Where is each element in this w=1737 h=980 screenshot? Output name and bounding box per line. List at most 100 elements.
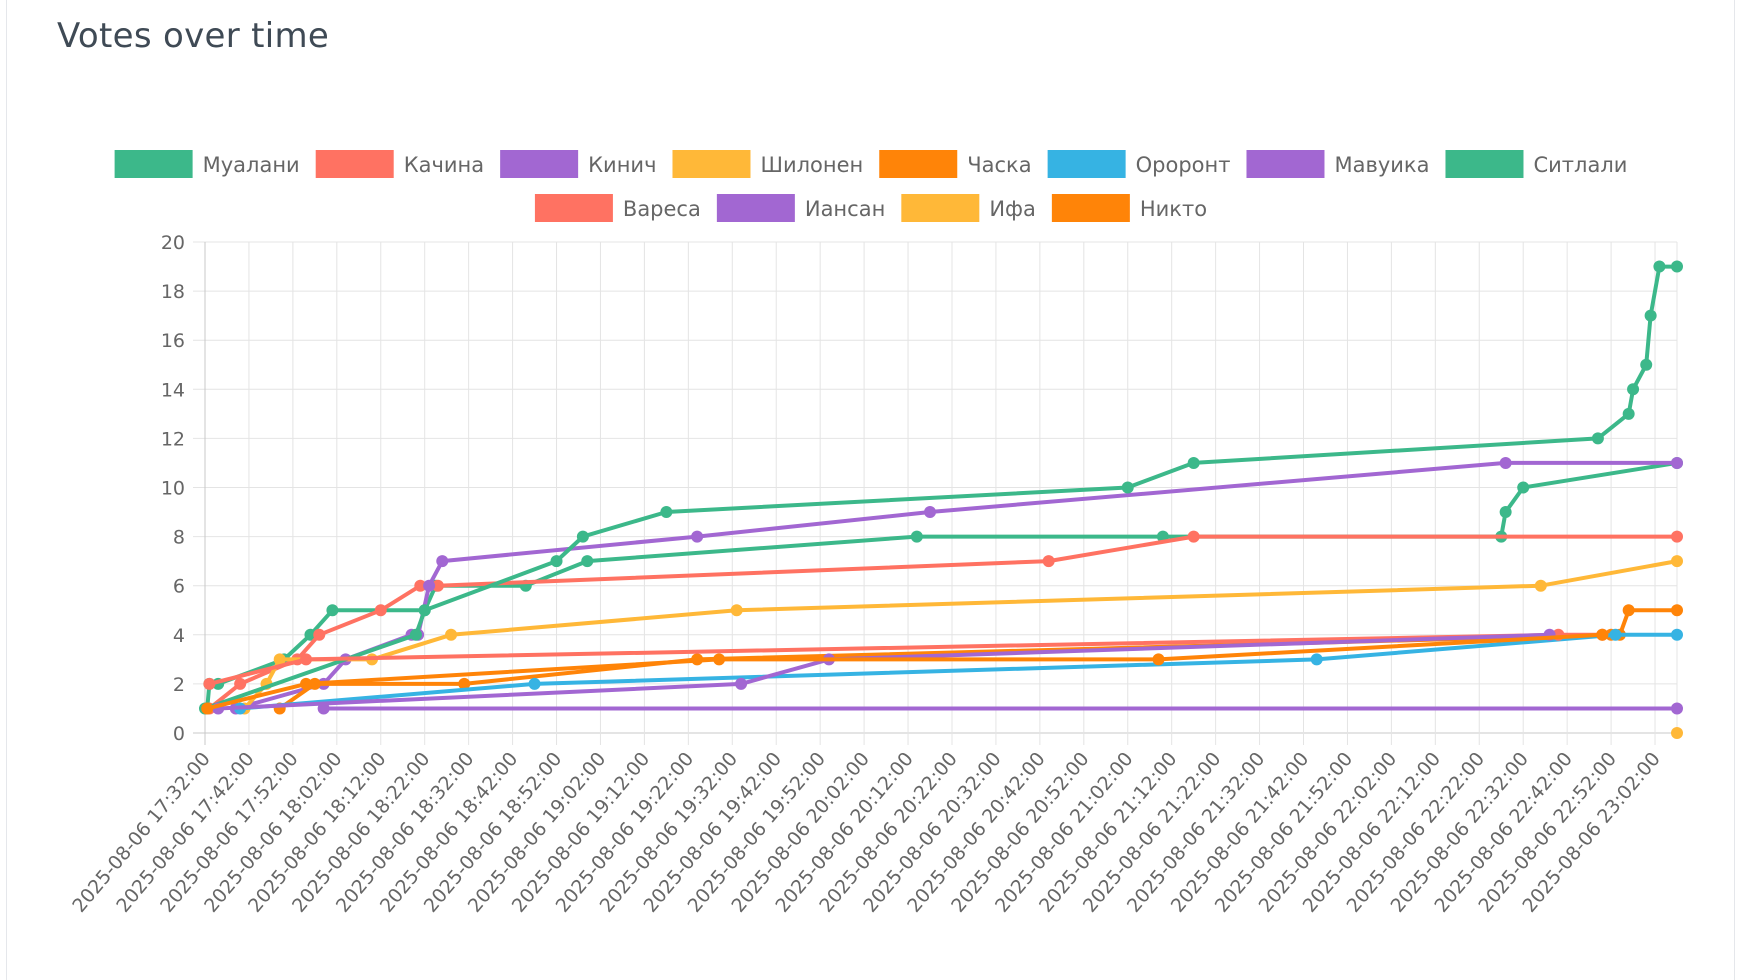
y-tick-label: 14 <box>161 379 185 401</box>
data-point[interactable] <box>423 579 436 592</box>
legend-item-вареса[interactable]: Вареса <box>534 194 701 222</box>
data-point[interactable] <box>1596 628 1609 641</box>
data-point[interactable] <box>528 677 541 690</box>
y-tick-label: 2 <box>173 674 185 696</box>
legend-item-кинич[interactable]: Кинич <box>500 150 656 178</box>
y-tick-label: 20 <box>161 232 185 254</box>
legend-item-ороронт[interactable]: Ороронт <box>1047 150 1231 178</box>
data-point[interactable] <box>1653 260 1666 273</box>
legend-swatch <box>672 150 751 178</box>
data-point[interactable] <box>436 555 449 568</box>
legend-label: Ситлали <box>1533 153 1627 177</box>
legend-item-никто[interactable]: Никто <box>1051 194 1207 222</box>
data-point[interactable] <box>1671 530 1683 543</box>
y-tick-label: 4 <box>173 625 185 647</box>
data-point[interactable] <box>1187 456 1200 469</box>
data-point[interactable] <box>1671 555 1683 568</box>
legend-swatch <box>500 150 579 178</box>
data-point[interactable] <box>1534 579 1547 592</box>
legend-label: Ороронт <box>1136 153 1231 177</box>
data-point[interactable] <box>304 628 317 641</box>
data-point[interactable] <box>660 506 673 519</box>
data-point[interactable] <box>326 604 339 617</box>
legend-swatch <box>1051 194 1130 222</box>
data-point[interactable] <box>201 702 214 715</box>
data-point[interactable] <box>1671 604 1683 617</box>
data-point[interactable] <box>1671 628 1683 641</box>
data-point[interactable] <box>234 677 247 690</box>
legend-label: Мавуика <box>1334 153 1429 177</box>
legend-item-ифа[interactable]: Ифа <box>901 194 1036 222</box>
data-point[interactable] <box>691 530 704 543</box>
data-point[interactable] <box>445 628 458 641</box>
data-point[interactable] <box>550 555 563 568</box>
data-point[interactable] <box>458 677 471 690</box>
data-point[interactable] <box>1499 506 1512 519</box>
card-title: Votes over time <box>57 16 330 56</box>
y-tick-label: 16 <box>161 330 185 352</box>
y-tick-label: 0 <box>173 723 185 745</box>
legend: Муалани Качина Кинич Шилонен Часка Ороронт Мав… <box>114 150 1627 222</box>
legend-swatch <box>879 150 958 178</box>
legend-swatch <box>315 150 394 178</box>
data-point[interactable] <box>1671 456 1683 469</box>
legend-item-ситлали[interactable]: Ситлали <box>1445 150 1627 178</box>
data-point[interactable] <box>910 530 923 543</box>
legend-swatch <box>1047 150 1126 178</box>
data-point[interactable] <box>273 653 286 666</box>
legend-item-часка[interactable]: Часка <box>879 150 1032 178</box>
legend-swatch <box>901 194 980 222</box>
series-ифа <box>1671 727 1683 739</box>
data-point[interactable] <box>1499 456 1512 469</box>
y-tick-label: 6 <box>173 576 185 598</box>
data-point[interactable] <box>1671 727 1683 739</box>
data-point[interactable] <box>409 628 422 641</box>
data-point[interactable] <box>1310 653 1323 666</box>
legend-item-муалани[interactable]: Муалани <box>114 150 300 178</box>
legend-swatch <box>114 150 193 178</box>
data-point[interactable] <box>300 677 313 690</box>
y-tick-label: 10 <box>161 478 185 500</box>
legend-item-мавуика[interactable]: Мавуика <box>1246 150 1429 178</box>
data-point[interactable] <box>1152 653 1165 666</box>
y-tick-label: 8 <box>173 527 185 549</box>
data-point[interactable] <box>1042 555 1055 568</box>
legend-swatch <box>716 194 795 222</box>
legend-label: Никто <box>1140 197 1207 221</box>
legend-item-иансан[interactable]: Иансан <box>716 194 885 222</box>
data-point[interactable] <box>1671 702 1683 715</box>
series-line <box>207 534 1679 711</box>
legend-item-шилонен[interactable]: Шилонен <box>672 150 863 178</box>
data-point[interactable] <box>431 579 444 592</box>
legend-swatch <box>1246 150 1325 178</box>
data-point[interactable] <box>924 506 937 519</box>
data-point[interactable] <box>1609 628 1622 641</box>
data-point[interactable] <box>576 530 589 543</box>
data-point[interactable] <box>374 604 387 617</box>
legend-swatch <box>534 194 613 222</box>
data-point[interactable] <box>414 579 427 592</box>
data-point[interactable] <box>203 677 216 690</box>
data-point[interactable] <box>735 677 748 690</box>
data-point[interactable] <box>313 628 326 641</box>
data-point[interactable] <box>1121 481 1134 494</box>
legend-label: Шилонен <box>760 153 863 177</box>
data-point[interactable] <box>1622 604 1635 617</box>
data-point[interactable] <box>1591 432 1604 445</box>
data-point[interactable] <box>1627 383 1640 396</box>
data-point[interactable] <box>1671 260 1683 273</box>
data-point[interactable] <box>1187 530 1200 543</box>
data-point[interactable] <box>1644 309 1657 322</box>
data-point[interactable] <box>581 555 594 568</box>
data-point[interactable] <box>730 604 743 617</box>
data-point[interactable] <box>1640 358 1653 371</box>
data-point[interactable] <box>713 653 726 666</box>
series-качина <box>203 530 1683 715</box>
series-никто <box>201 628 1609 715</box>
data-point[interactable] <box>300 653 313 666</box>
data-point[interactable] <box>1622 407 1635 420</box>
data-point[interactable] <box>1517 481 1530 494</box>
data-point[interactable] <box>418 604 431 617</box>
legend-item-качина[interactable]: Качина <box>315 150 484 178</box>
